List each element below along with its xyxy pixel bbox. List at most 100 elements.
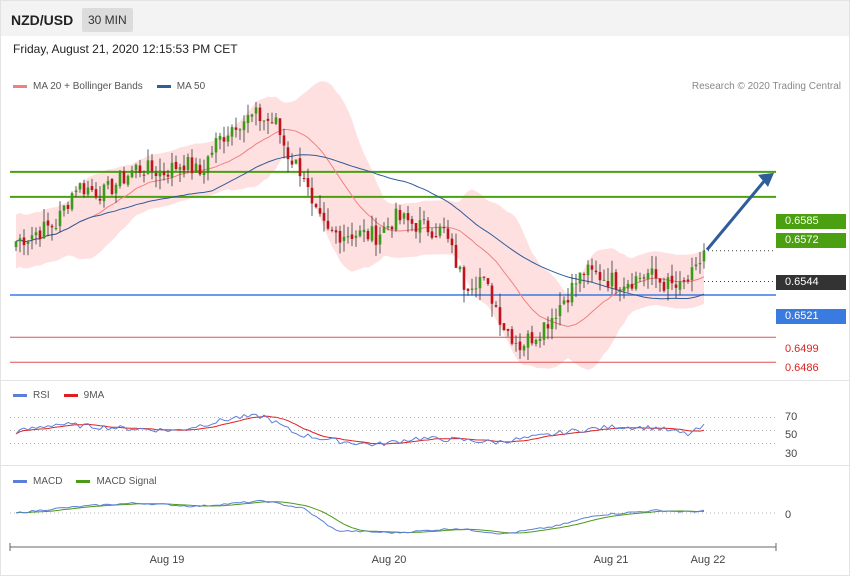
macd-signal-line bbox=[15, 501, 704, 534]
resistance2-tag: 0.6585 bbox=[776, 214, 846, 229]
candle-body bbox=[142, 174, 146, 176]
forecast-arrow-shaft bbox=[705, 177, 768, 251]
candle-body bbox=[686, 279, 690, 282]
candle-body bbox=[514, 342, 518, 344]
candle-body bbox=[326, 220, 330, 229]
candle-body bbox=[474, 288, 478, 290]
candle-body bbox=[194, 163, 198, 172]
candle-body bbox=[302, 177, 306, 179]
candle-body bbox=[210, 152, 214, 155]
candle-body bbox=[322, 212, 326, 221]
candle-body bbox=[626, 283, 630, 289]
candle-body bbox=[174, 161, 178, 170]
candle-body bbox=[542, 322, 546, 340]
candle-body bbox=[354, 235, 358, 238]
rsi-tick-50: 50 bbox=[785, 429, 798, 441]
support2-label: 0.6486 bbox=[785, 362, 819, 374]
candle-body bbox=[246, 114, 250, 124]
candle-body bbox=[470, 288, 474, 290]
last-price-tag: 0.6544 bbox=[776, 275, 846, 290]
macd-line bbox=[15, 499, 705, 535]
candle-body bbox=[178, 167, 182, 170]
rsi-tick-30: 30 bbox=[785, 448, 798, 460]
candle-body bbox=[394, 208, 398, 231]
candle-body bbox=[134, 164, 138, 171]
candle-body bbox=[118, 171, 122, 187]
candle-body bbox=[614, 272, 618, 290]
candle-body bbox=[518, 341, 522, 351]
candle-body bbox=[374, 225, 378, 245]
main-legend: MA 20 + Bollinger Bands MA 50 bbox=[13, 81, 219, 92]
candle-body bbox=[30, 235, 34, 240]
x-label-aug22: Aug 22 bbox=[690, 554, 726, 566]
candle-body bbox=[310, 187, 314, 204]
candle-body bbox=[530, 332, 534, 344]
candle-body bbox=[590, 265, 594, 270]
macd-legend: MACD MACD Signal bbox=[13, 476, 170, 487]
candle-body bbox=[330, 229, 334, 231]
candle-body bbox=[434, 236, 438, 238]
candle-body bbox=[254, 107, 258, 114]
candle-body bbox=[526, 333, 530, 348]
candle-body bbox=[422, 219, 426, 221]
candle-body bbox=[114, 184, 118, 194]
candle-body bbox=[238, 129, 242, 131]
rsi-legend: RSI 9MA bbox=[13, 390, 118, 401]
candle-body bbox=[86, 187, 90, 195]
candle-body bbox=[438, 226, 442, 236]
top-bar: NZD/USD 30 MIN bbox=[1, 1, 849, 36]
candle-body bbox=[550, 318, 554, 330]
candle-body bbox=[278, 118, 282, 136]
candle-body bbox=[74, 190, 78, 193]
candle-body bbox=[182, 165, 186, 171]
candle-body bbox=[638, 277, 642, 279]
candle-body bbox=[250, 114, 254, 117]
candle-body bbox=[678, 281, 682, 290]
candle-body bbox=[682, 280, 686, 282]
candle-body bbox=[166, 174, 170, 177]
candle-body bbox=[54, 227, 58, 229]
candle-body bbox=[282, 135, 286, 146]
candle-body bbox=[90, 186, 94, 191]
candle-body bbox=[226, 135, 230, 142]
candle-body bbox=[482, 276, 486, 278]
candle-body bbox=[566, 300, 570, 303]
candle-body bbox=[126, 175, 130, 185]
timeframe-badge[interactable]: 30 MIN bbox=[82, 8, 133, 32]
divider-rsi bbox=[1, 380, 849, 381]
rsi-ma-swatch bbox=[63, 394, 78, 397]
macd-signal-swatch bbox=[76, 480, 91, 483]
candle-body bbox=[498, 307, 502, 325]
candle-body bbox=[266, 118, 270, 121]
candle-body bbox=[26, 240, 30, 244]
candle-body bbox=[378, 234, 382, 245]
candle-body bbox=[270, 122, 274, 124]
candle-body bbox=[230, 127, 234, 137]
candle-body bbox=[334, 230, 338, 233]
candle-body bbox=[214, 138, 218, 153]
candle-body bbox=[190, 157, 194, 174]
candle-body bbox=[162, 171, 166, 176]
candle-body bbox=[294, 159, 298, 164]
candle-body bbox=[506, 329, 510, 331]
macd-swatch bbox=[13, 480, 27, 483]
candle-body bbox=[582, 273, 586, 276]
candle-body bbox=[342, 236, 346, 241]
candle-body bbox=[398, 209, 402, 221]
candle-body bbox=[622, 286, 626, 291]
ma50-line bbox=[15, 154, 705, 300]
candle-body bbox=[406, 213, 410, 221]
candle-body bbox=[554, 317, 558, 319]
candle-body bbox=[402, 213, 406, 219]
ma20-line bbox=[15, 128, 705, 328]
ma50-label: MA 50 bbox=[176, 81, 206, 92]
rsi-ma-line bbox=[15, 415, 705, 445]
candle-body bbox=[578, 272, 582, 284]
candle-body bbox=[634, 276, 638, 289]
ma50-swatch bbox=[156, 85, 171, 88]
candle-body bbox=[674, 284, 678, 288]
candle-body bbox=[42, 221, 46, 239]
candle-body bbox=[38, 230, 42, 239]
macd-label: MACD bbox=[33, 476, 63, 487]
candle-body bbox=[154, 173, 158, 176]
